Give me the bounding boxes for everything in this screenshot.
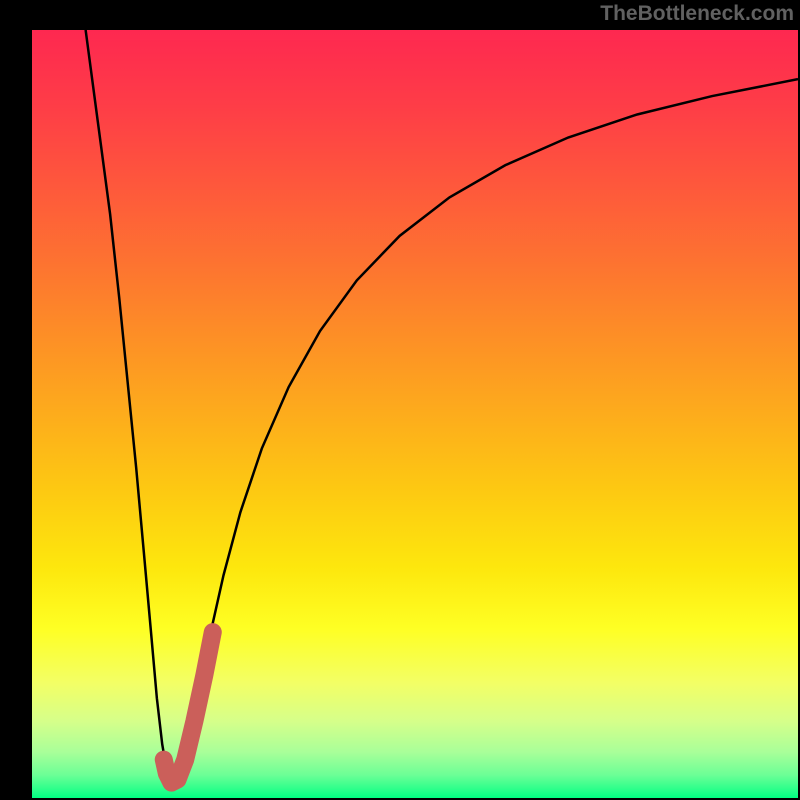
- plot-svg: [32, 30, 798, 798]
- bottleneck-curve: [86, 30, 798, 783]
- highlight-j-marker: [164, 632, 213, 783]
- plot-area: [32, 30, 798, 798]
- watermark-text: TheBottleneck.com: [600, 2, 794, 26]
- chart-container: TheBottleneck.com: [0, 0, 800, 800]
